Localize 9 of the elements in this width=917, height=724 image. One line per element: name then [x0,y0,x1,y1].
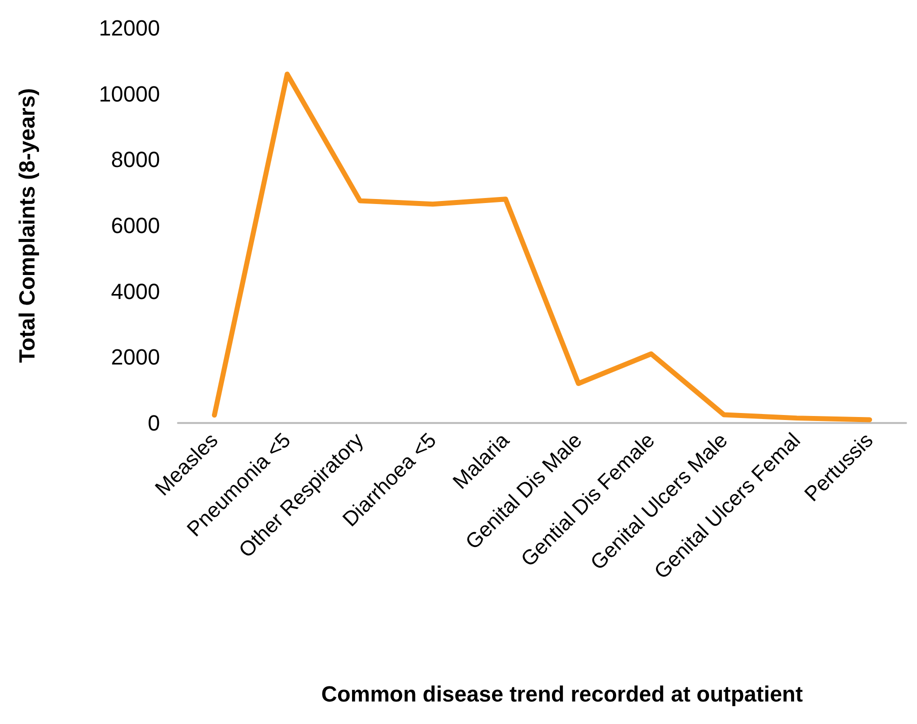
y-tick-label: 4000 [111,278,160,304]
y-tick-label: 0 [148,410,160,436]
y-tick-label: 8000 [111,147,160,172]
y-axis-title: Total Complaints (8-years) [14,88,40,363]
y-tick-label: 10000 [98,81,160,106]
y-tick-label: 2000 [111,344,160,370]
y-tick-label: 6000 [111,213,160,238]
y-tick-label: 12000 [98,16,160,40]
x-axis-title: Common disease trend recorded at outpatient [321,682,804,706]
